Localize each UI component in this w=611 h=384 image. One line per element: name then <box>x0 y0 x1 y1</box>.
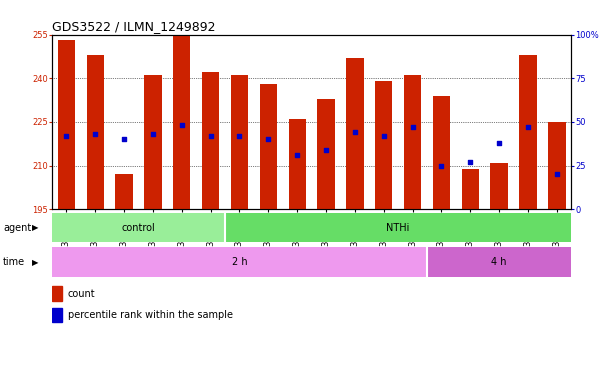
Bar <box>52 247 427 277</box>
Bar <box>317 99 335 209</box>
Bar <box>548 122 566 209</box>
Point <box>90 131 100 137</box>
Bar <box>346 58 364 209</box>
Text: agent: agent <box>3 222 31 233</box>
Bar <box>433 96 450 209</box>
Bar <box>519 55 536 209</box>
Bar <box>52 213 225 242</box>
Text: count: count <box>68 289 95 299</box>
Text: time: time <box>3 257 25 267</box>
Text: ▶: ▶ <box>32 223 39 232</box>
Bar <box>202 73 219 209</box>
Point <box>62 133 71 139</box>
Bar <box>52 286 62 301</box>
Text: control: control <box>122 222 155 233</box>
Text: 2 h: 2 h <box>232 257 247 267</box>
Bar <box>144 75 161 209</box>
Bar <box>87 55 104 209</box>
Point <box>379 133 389 139</box>
Bar <box>225 213 571 242</box>
Text: NTHi: NTHi <box>387 222 410 233</box>
Bar <box>288 119 306 209</box>
Bar <box>173 35 191 209</box>
Bar <box>375 81 392 209</box>
Point <box>235 133 244 139</box>
Point <box>206 133 216 139</box>
Point <box>437 162 447 169</box>
Text: 4 h: 4 h <box>491 257 507 267</box>
Point <box>119 136 129 142</box>
Bar <box>427 247 571 277</box>
Point <box>408 124 417 130</box>
Bar <box>231 75 248 209</box>
Point <box>350 129 360 136</box>
Point <box>321 147 331 153</box>
Bar <box>491 163 508 209</box>
Text: ▶: ▶ <box>32 258 39 266</box>
Bar <box>260 84 277 209</box>
Point <box>466 159 475 165</box>
Bar <box>404 75 421 209</box>
Text: percentile rank within the sample: percentile rank within the sample <box>68 310 233 320</box>
Point <box>552 171 562 177</box>
Bar <box>57 40 75 209</box>
Text: GDS3522 / ILMN_1249892: GDS3522 / ILMN_1249892 <box>52 20 216 33</box>
Point <box>148 131 158 137</box>
Bar <box>52 308 62 323</box>
Point <box>263 136 273 142</box>
Bar <box>115 174 133 209</box>
Point <box>292 152 302 158</box>
Bar <box>462 169 479 209</box>
Point <box>494 140 504 146</box>
Point <box>523 124 533 130</box>
Point <box>177 122 187 129</box>
